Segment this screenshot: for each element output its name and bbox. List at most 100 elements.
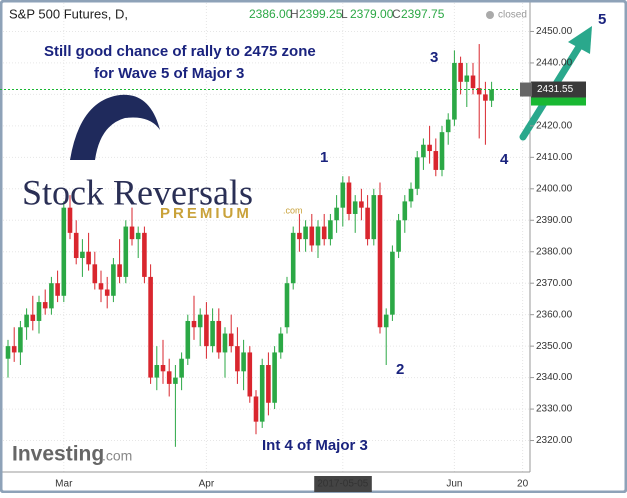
header-low: 2379.00 <box>350 7 394 21</box>
candle-body <box>421 144 426 158</box>
candle-body <box>86 251 91 265</box>
annotation: Int 4 of Major 3 <box>262 437 368 454</box>
candle-body <box>197 314 203 328</box>
x-tick-label: 20 <box>517 479 529 490</box>
candle-body <box>309 226 315 246</box>
candle-body <box>67 207 73 233</box>
candle-body <box>383 314 389 328</box>
candle-body <box>142 232 147 277</box>
candle-body <box>5 346 11 359</box>
annotation: Still good chance of rally to 2475 zone <box>44 43 316 60</box>
candle-body <box>191 320 197 328</box>
candle-body <box>445 119 451 133</box>
candle-body <box>61 207 67 296</box>
x-tick-label: Apr <box>199 479 215 490</box>
candle-body <box>321 226 327 240</box>
candle-body <box>396 220 401 252</box>
candle-body <box>365 207 370 240</box>
candle-body <box>371 195 377 240</box>
candle-body <box>55 283 60 296</box>
candle-body <box>352 201 358 214</box>
header-open: 2386.00 <box>249 7 293 21</box>
candle-body <box>166 371 172 384</box>
last-price-box <box>531 81 586 98</box>
add-button[interactable] <box>520 82 532 97</box>
watermark-name: Investing <box>12 443 104 466</box>
header-close-label: C <box>392 7 401 21</box>
candle-body <box>439 132 445 170</box>
candle-body <box>129 226 135 240</box>
candle-body <box>117 264 122 277</box>
candle-body <box>458 62 463 82</box>
candle-body <box>464 75 470 82</box>
candle-body <box>210 320 215 347</box>
status: closed <box>498 10 527 21</box>
watermark-suffix: .com <box>102 448 132 464</box>
y-tick-label: 2330.00 <box>536 404 573 415</box>
last-price-label: 2431.55 <box>537 84 574 95</box>
candle-body <box>390 251 395 315</box>
wave-label: 5 <box>598 11 606 28</box>
candle-body <box>483 94 488 101</box>
candle-body <box>49 283 54 309</box>
candle-body <box>135 232 141 240</box>
candle-body <box>427 144 432 152</box>
candle-body <box>42 302 48 309</box>
candle-body <box>111 264 116 296</box>
candle-body <box>80 251 85 259</box>
candle-body <box>73 232 79 259</box>
candle-body <box>222 333 228 353</box>
last-price-bar <box>531 97 586 106</box>
candle-body <box>303 226 308 240</box>
y-tick-label: 2370.00 <box>536 278 573 289</box>
y-tick-label: 2450.00 <box>536 26 573 37</box>
candle-body <box>377 195 383 328</box>
y-tick-label: 2400.00 <box>536 183 573 194</box>
candle-body <box>216 320 222 353</box>
candle-body <box>359 201 364 208</box>
x-tick-label: Mar <box>55 479 73 490</box>
candle-body <box>266 365 271 403</box>
candle-body <box>414 157 420 189</box>
candle-body <box>235 346 240 372</box>
header: S&P 500 Futures, D, 2386.00 H 2399.25 L … <box>9 6 527 21</box>
candle-body <box>18 327 23 353</box>
candle-body <box>173 377 178 384</box>
candle-body <box>315 226 321 246</box>
wave-label: 4 <box>500 151 509 168</box>
candle-body <box>340 182 346 208</box>
candle-body <box>346 182 352 214</box>
candle-body <box>433 151 439 170</box>
wave-label: 2 <box>396 361 404 378</box>
candle-body <box>328 220 333 240</box>
header-high-label: H <box>290 7 299 21</box>
header-close: 2397.75 <box>401 7 445 21</box>
candle-body <box>470 75 476 89</box>
candle-body <box>402 201 408 221</box>
candle-body <box>241 352 246 372</box>
x-tick-label: 2017-05-05 <box>317 479 369 490</box>
candle-body <box>30 314 36 321</box>
candle-body <box>11 346 17 353</box>
y-tick-label: 2440.00 <box>536 58 573 69</box>
y-tick-label: 2360.00 <box>536 309 573 320</box>
annotation: for Wave 5 of Major 3 <box>94 65 244 82</box>
candle-body <box>228 333 234 347</box>
candle-body <box>489 89 494 101</box>
candle-body <box>179 358 184 378</box>
watermark: Investing .com <box>12 443 132 466</box>
x-tick-highlight <box>314 476 372 492</box>
candle-body <box>452 62 457 120</box>
candle-body <box>36 302 42 321</box>
logo-line2: PREMIUM <box>160 205 252 222</box>
candle-body <box>247 352 253 397</box>
candle-body <box>272 352 277 403</box>
candle-body <box>98 283 104 290</box>
candle-body <box>253 396 259 422</box>
candle-body <box>154 365 160 378</box>
candle-body <box>476 88 482 95</box>
y-tick-label: 2380.00 <box>536 246 573 257</box>
candle-body <box>204 314 209 347</box>
